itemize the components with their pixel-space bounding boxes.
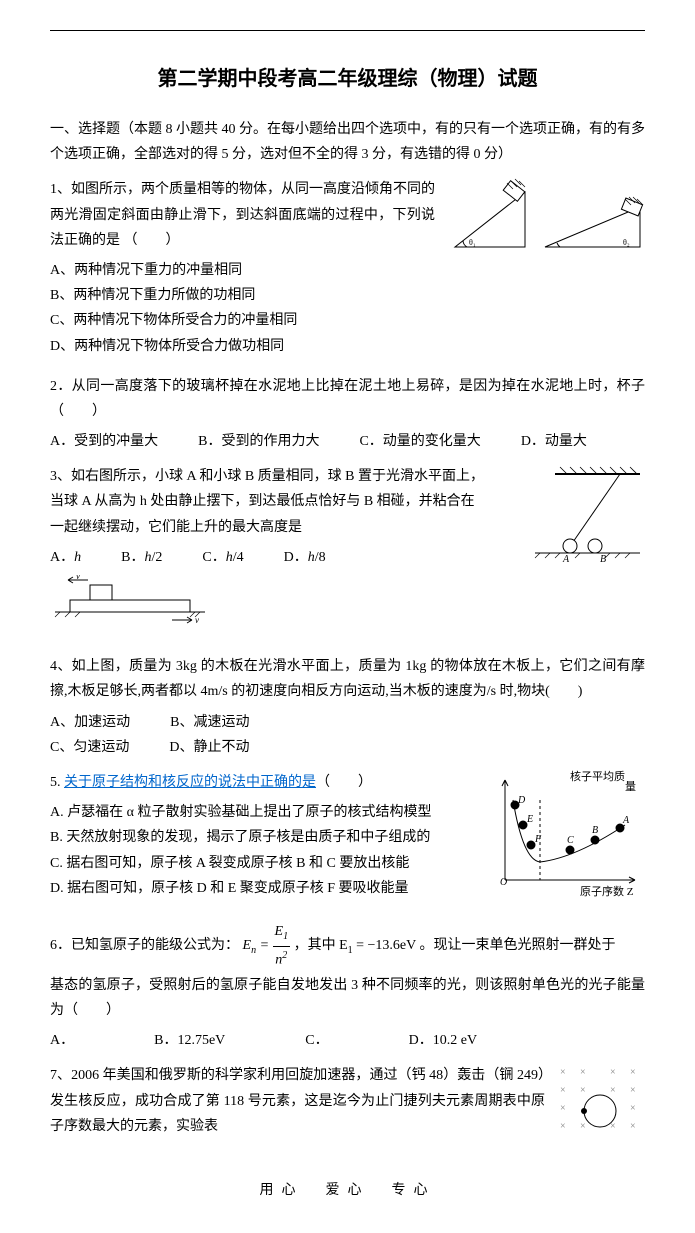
q1-stem: 1、如图所示，两个质量相等的物体，从同一高度沿倾角不同的两光滑固定斜面由静止滑下…: [50, 182, 435, 247]
q3-stem-l1: 3、如右图所示，小球 A 和小球 B 质量相同，球 B 置于光滑水平面上，: [50, 469, 484, 484]
q4-opt-d: D、静止不动: [169, 735, 249, 760]
svg-text:×: ×: [610, 1067, 616, 1078]
question-5: D E F C B A O 核子平均质 量 原子序数 Z 5. 关于原子结构和核…: [50, 770, 645, 909]
svg-text:×: ×: [580, 1121, 586, 1132]
svg-text:D: D: [517, 795, 526, 806]
q4-opt-a: A、加速运动: [50, 710, 130, 735]
page-title: 第二学期中段考高二年级理综（物理）试题: [50, 61, 645, 97]
q1-blank: （ ）: [124, 233, 180, 248]
q5-stem-link: 关于原子结构和核反应的说法中正确的是: [64, 775, 316, 790]
svg-text:B: B: [592, 825, 598, 836]
q3-opt-c: C．h/4: [202, 545, 243, 570]
question-4: 4、如上图，质量为 3kg 的木板在光滑水平面上，质量为 1kg 的物体放在木板…: [50, 654, 645, 760]
q1-incline-diagram: θ₁ θ₂: [445, 177, 645, 266]
svg-text:B: B: [600, 554, 606, 564]
svg-text:×: ×: [580, 1085, 586, 1096]
q1-opt-d: D、两种情况下物体所受合力做功相同: [50, 334, 645, 359]
page-footer: 用心 爱心 专心: [50, 1178, 645, 1203]
q1-opt-c: C、两种情况下物体所受合力的冲量相同: [50, 308, 645, 333]
svg-text:C: C: [567, 835, 574, 846]
svg-text:F: F: [534, 834, 542, 845]
q3-pendulum-diagram: A B: [525, 464, 645, 573]
q6-stem-p1: 6．已知氢原子的能级公式为：: [50, 938, 239, 953]
q6-opt-b: B．12.75eV: [154, 1028, 225, 1053]
question-3: A B 3、如右图所示，小球 A 和小球 B 质量相同，球 B 置于光滑水平面上…: [50, 464, 645, 644]
svg-text:v: v: [76, 575, 80, 581]
q3-stem-l2: 当球 A 从高为 h 处由静止摆下，到达最低点恰好与 B 相碰，并粘合在: [50, 494, 475, 509]
question-7: ×××× ×××× ×× ×××× 7、2006 年美国和俄罗斯的科学家利用回旋…: [50, 1063, 645, 1147]
svg-text:O: O: [500, 877, 507, 888]
q2-opt-b: B．受到的作用力大: [198, 429, 319, 454]
svg-text:×: ×: [560, 1121, 566, 1132]
q7-cyclotron-diagram: ×××× ×××× ×× ××××: [555, 1063, 645, 1147]
svg-text:×: ×: [630, 1103, 636, 1114]
q6-stem: 6．已知氢原子的能级公式为： En = E1n2 ，其中 E1 = −13.6e…: [50, 919, 645, 973]
q6-opt-a: A．: [50, 1028, 74, 1053]
q6-opt-d: D．10.2 eV: [409, 1028, 477, 1053]
q2-opt-a: A．受到的冲量大: [50, 429, 158, 454]
svg-text:量: 量: [625, 780, 636, 793]
q6-stem-p4: 基态的氢原子，受照射后的氢原子能自发地发出 3 种不同频率的光，则该照射单色光的…: [50, 973, 645, 1023]
svg-text:θ₂: θ₂: [623, 238, 630, 247]
page-top-rule: [50, 30, 645, 31]
svg-text:原子序数 Z: 原子序数 Z: [580, 884, 634, 898]
q6-opt-c: C．: [305, 1028, 328, 1053]
svg-text:θ₁: θ₁: [469, 238, 476, 247]
svg-text:×: ×: [610, 1085, 616, 1096]
q4-opt-c: C、匀速运动: [50, 735, 129, 760]
q4-stem: 4、如上图，质量为 3kg 的木板在光滑水平面上，质量为 1kg 的物体放在木板…: [50, 654, 645, 704]
question-2: 2．从同一高度落下的玻璃杯掉在水泥地上比掉在泥土地上易碎，是因为掉在水泥地上时，…: [50, 374, 645, 455]
svg-text:×: ×: [630, 1085, 636, 1096]
svg-text:A: A: [622, 815, 630, 826]
q3-stem-l3: 一起继续摆动，它们能上升的最大高度是: [50, 520, 302, 535]
q3-opt-d: D．h/8: [284, 545, 326, 570]
svg-text:A: A: [562, 554, 570, 564]
question-1: θ₁ θ₂ 1、如图所示，两个质量相等的物体，从同一高度沿倾角不同的两光滑固定斜…: [50, 177, 645, 363]
svg-text:×: ×: [630, 1121, 636, 1132]
q6-stem-p2: ，其中 E: [294, 938, 348, 953]
q3-opt-a: A．h: [50, 545, 81, 570]
question-6: 6．已知氢原子的能级公式为： En = E1n2 ，其中 E1 = −13.6e…: [50, 919, 645, 1053]
q2-stem: 2．从同一高度落下的玻璃杯掉在水泥地上比掉在泥土地上易碎，是因为掉在水泥地上时，…: [50, 374, 645, 424]
svg-text:核子平均质: 核子平均质: [570, 770, 625, 783]
q6-stem-p3: = −13.6eV 。现让一束单色光照射一群处于: [353, 938, 616, 953]
svg-text:×: ×: [560, 1067, 566, 1078]
svg-text:E: E: [526, 814, 533, 825]
q3-opt-b: B．h/2: [121, 545, 162, 570]
q2-opt-d: D．动量大: [521, 429, 587, 454]
q4-board-diagram: v v: [50, 575, 645, 639]
svg-text:×: ×: [560, 1103, 566, 1114]
svg-text:×: ×: [560, 1085, 566, 1096]
q2-opt-c: C．动量的变化量大: [359, 429, 480, 454]
q4-opt-b: B、减速运动: [170, 710, 249, 735]
q1-opt-b: B、两种情况下重力所做的功相同: [50, 283, 645, 308]
q5-binding-energy-diagram: D E F C B A O 核子平均质 量 原子序数 Z: [485, 770, 645, 909]
svg-text:×: ×: [580, 1067, 586, 1078]
svg-text:×: ×: [630, 1067, 636, 1078]
section-1-heading: 一、选择题（本题 8 小题共 40 分。在每小题给出四个选项中，有的只有一个选项…: [50, 117, 645, 167]
